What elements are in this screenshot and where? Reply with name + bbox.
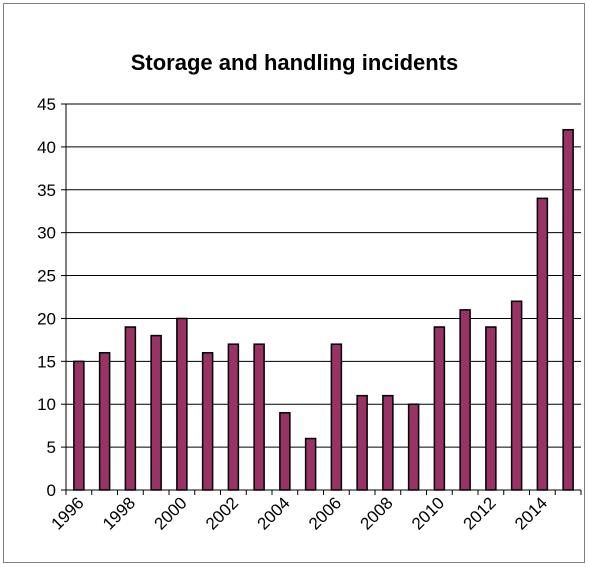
bar-2010 <box>433 326 446 491</box>
x-tick-label: 2006 <box>305 493 345 533</box>
bar-2005 <box>304 437 317 491</box>
bar-2002 <box>227 343 240 491</box>
bar-2009 <box>407 403 420 491</box>
bar-2004 <box>279 412 291 491</box>
x-tick-labels: 1996 1998 2000 2002 2004 2006 2008 2010 2012 2014 <box>48 493 552 533</box>
x-tick-label: 2000 <box>151 493 191 533</box>
bar-1999 <box>150 334 162 491</box>
bar-2000 <box>176 317 188 491</box>
y-tick-label: 10 <box>37 395 56 414</box>
y-tick-label: 5 <box>47 438 56 457</box>
y-tick-label: 35 <box>37 181 56 200</box>
x-tick-label: 2004 <box>254 493 294 533</box>
bar-1996 <box>73 360 85 491</box>
bar-2003 <box>253 343 265 491</box>
bar-2011 <box>459 309 471 491</box>
bars <box>73 128 574 491</box>
y-tick-label: 20 <box>37 309 56 328</box>
y-tick-label: 25 <box>37 267 56 286</box>
x-tick-label: 1998 <box>99 493 139 533</box>
x-tick-label: 2002 <box>202 493 242 533</box>
y-tick-label: 15 <box>37 352 56 371</box>
y-tick-label: 0 <box>47 481 56 500</box>
bar-2015 <box>562 128 574 491</box>
x-tick-label: 2014 <box>511 493 551 533</box>
bar-1997 <box>98 352 111 491</box>
axes <box>65 104 582 495</box>
bar-2012 <box>485 326 497 491</box>
gridlines <box>61 103 581 491</box>
bar-2013 <box>510 300 523 491</box>
y-tick-label: 45 <box>37 95 56 114</box>
bar-1998 <box>124 326 137 491</box>
bar-2006 <box>330 343 343 491</box>
x-tick-label: 2012 <box>460 493 500 533</box>
x-tick-label: 2010 <box>408 493 448 533</box>
y-tick-label: 40 <box>37 138 56 157</box>
bar-2001 <box>201 352 214 491</box>
bar-2014 <box>536 197 549 491</box>
chart-title: Storage and handling incidents <box>130 50 459 75</box>
bar-2007 <box>356 394 368 491</box>
y-tick-labels: 0 5 10 15 20 25 30 35 40 45 <box>37 95 56 500</box>
bar-2008 <box>382 394 394 491</box>
x-tick-label: 2008 <box>357 493 397 533</box>
y-tick-label: 30 <box>37 224 56 243</box>
